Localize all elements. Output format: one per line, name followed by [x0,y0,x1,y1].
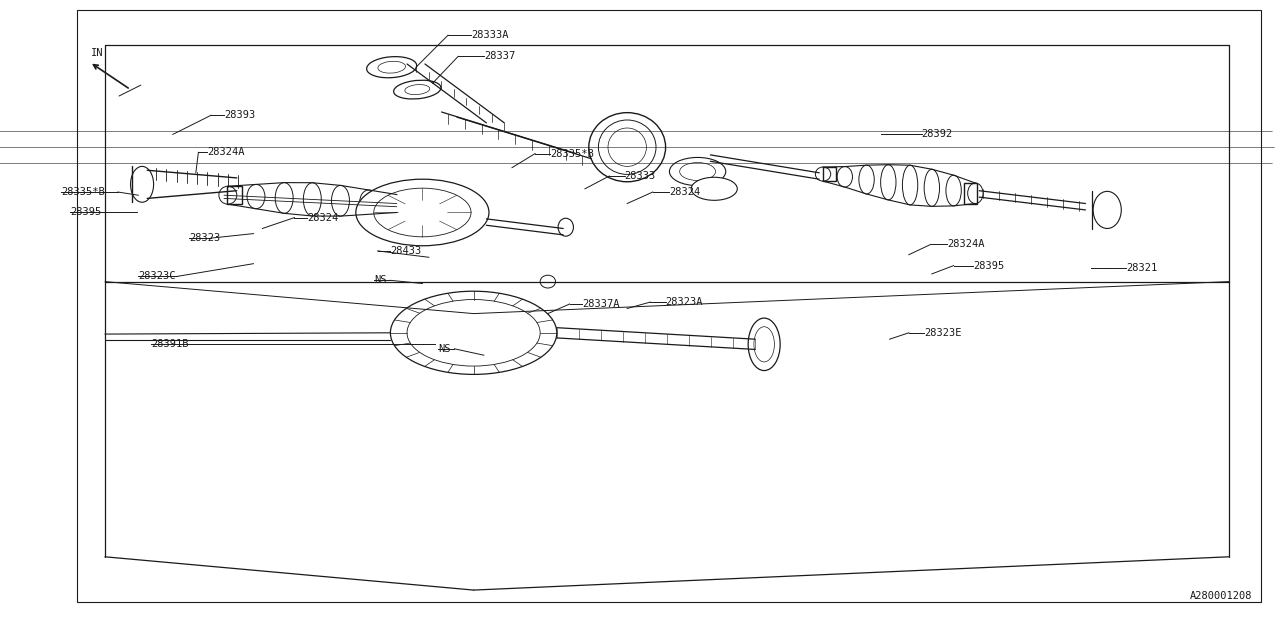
Text: 28392: 28392 [922,129,952,140]
Text: 28324A: 28324A [947,239,984,250]
Text: 28395: 28395 [70,207,101,218]
Ellipse shape [815,167,831,181]
Ellipse shape [131,166,154,202]
Ellipse shape [303,183,321,216]
Ellipse shape [837,166,852,187]
Ellipse shape [589,113,666,182]
Bar [823,167,836,181]
Ellipse shape [859,165,874,194]
Text: 28335*B: 28335*B [61,187,105,197]
Text: 28335*B: 28335*B [550,148,594,159]
Text: 28323A: 28323A [666,297,703,307]
Ellipse shape [924,169,940,206]
Ellipse shape [968,183,983,204]
Text: A280001208: A280001208 [1189,591,1252,602]
Text: 28323E: 28323E [924,328,961,338]
Text: 28395: 28395 [973,260,1004,271]
Text: 28324: 28324 [307,212,338,223]
Text: 28324A: 28324A [207,147,244,157]
Ellipse shape [360,190,378,214]
Ellipse shape [332,186,349,216]
Text: 28324: 28324 [669,187,700,197]
Text: 28337: 28337 [484,51,515,61]
Circle shape [390,291,557,374]
Text: 28323C: 28323C [138,271,175,282]
Text: 28391B: 28391B [151,339,188,349]
Ellipse shape [1093,191,1121,228]
Text: 28337A: 28337A [582,299,620,309]
Text: 28333: 28333 [625,171,655,181]
Ellipse shape [902,165,918,205]
Ellipse shape [394,80,440,99]
Ellipse shape [219,186,237,204]
Text: IN: IN [91,47,104,58]
Text: 28393: 28393 [224,110,255,120]
Text: 28433: 28433 [390,246,421,256]
Ellipse shape [748,318,781,371]
Text: 28323: 28323 [189,233,220,243]
Circle shape [691,177,737,200]
Ellipse shape [275,182,293,213]
Ellipse shape [247,184,265,209]
Ellipse shape [946,175,961,206]
Text: 28321: 28321 [1126,262,1157,273]
Ellipse shape [881,164,896,200]
Ellipse shape [388,195,406,212]
Ellipse shape [366,56,417,78]
Text: NS: NS [438,344,451,354]
Bar [227,186,242,204]
Circle shape [669,157,726,186]
Circle shape [356,179,489,246]
Text: NS: NS [374,275,387,285]
Text: 28333A: 28333A [471,30,508,40]
Bar [964,183,977,204]
Bar [383,195,398,212]
